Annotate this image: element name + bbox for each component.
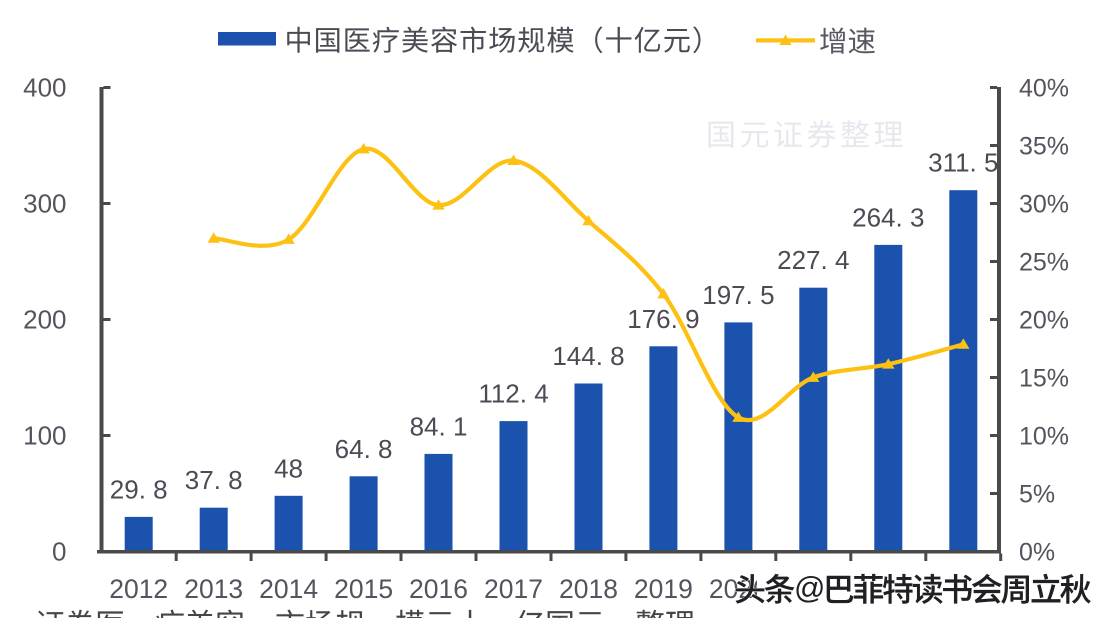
svg-text:100: 100 [23,421,66,451]
svg-text:176. 9: 176. 9 [627,304,699,334]
svg-text:2015: 2015 [334,574,393,604]
svg-text:35%: 35% [1019,133,1069,161]
svg-text:20%: 20% [1019,307,1069,335]
svg-text:2013: 2013 [184,574,243,604]
svg-text:37. 8: 37. 8 [185,465,243,495]
svg-text:10%: 10% [1019,423,1069,451]
svg-text:40%: 40% [1019,75,1069,103]
svg-text:197. 5: 197. 5 [702,280,774,310]
svg-text:400: 400 [23,73,66,103]
svg-text:264. 3: 264. 3 [852,202,924,232]
svg-text:2014: 2014 [259,574,318,604]
svg-text:300: 300 [23,189,66,219]
svg-text:0%: 0% [1019,539,1055,567]
svg-text:144. 8: 144. 8 [552,341,624,371]
svg-text:64. 8: 64. 8 [335,434,393,464]
svg-text:30%: 30% [1019,191,1069,219]
svg-text:2017: 2017 [484,574,543,604]
svg-text:15%: 15% [1019,365,1069,393]
svg-text:48: 48 [274,453,303,483]
svg-text:311. 5: 311. 5 [928,148,998,178]
svg-text:5%: 5% [1019,481,1055,509]
svg-text:@: @ [794,570,825,605]
svg-text:84. 1: 84. 1 [410,411,468,441]
svg-text:227. 4: 227. 4 [777,245,849,275]
svg-text:112. 4: 112. 4 [478,379,548,409]
svg-text:2019: 2019 [634,574,693,604]
svg-text:2018: 2018 [559,574,618,604]
svg-text:2016: 2016 [409,574,468,604]
svg-text:0: 0 [52,537,66,567]
svg-text:25%: 25% [1019,249,1069,277]
svg-text:29. 8: 29. 8 [110,474,168,504]
svg-text:200: 200 [23,305,66,335]
svg-text:2012: 2012 [109,574,168,604]
